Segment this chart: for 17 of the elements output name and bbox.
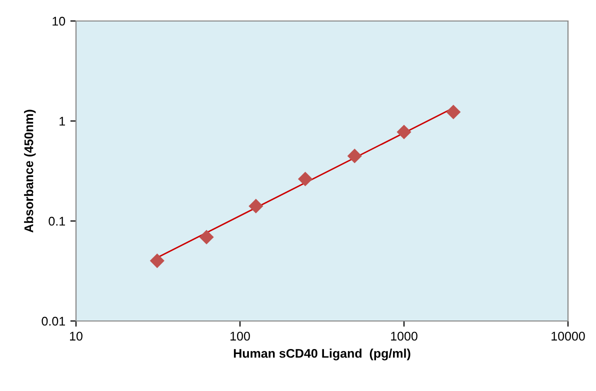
point [298, 172, 313, 186]
point [248, 198, 264, 214]
y-tick-label: 0.01 [42, 316, 65, 326]
point [347, 148, 362, 164]
point [396, 124, 412, 140]
y-tick-label: 1 [60, 116, 65, 126]
x-tick-label: 1000 [391, 332, 418, 341]
point [199, 230, 214, 244]
x-tick-label: 10 [70, 332, 82, 341]
point [150, 254, 164, 268]
x-tick-label: 100 [230, 332, 250, 341]
point [446, 104, 461, 120]
x-axis-title: Human sCD40 Ligand (pg/ml) [234, 348, 410, 360]
x-tick-label: 10000 [552, 332, 585, 341]
y-tick-label: 0.1 [48, 216, 65, 226]
y-axis-title: Absorbance (450nm) [24, 110, 36, 233]
y-tick-label: 10 [52, 16, 66, 26]
